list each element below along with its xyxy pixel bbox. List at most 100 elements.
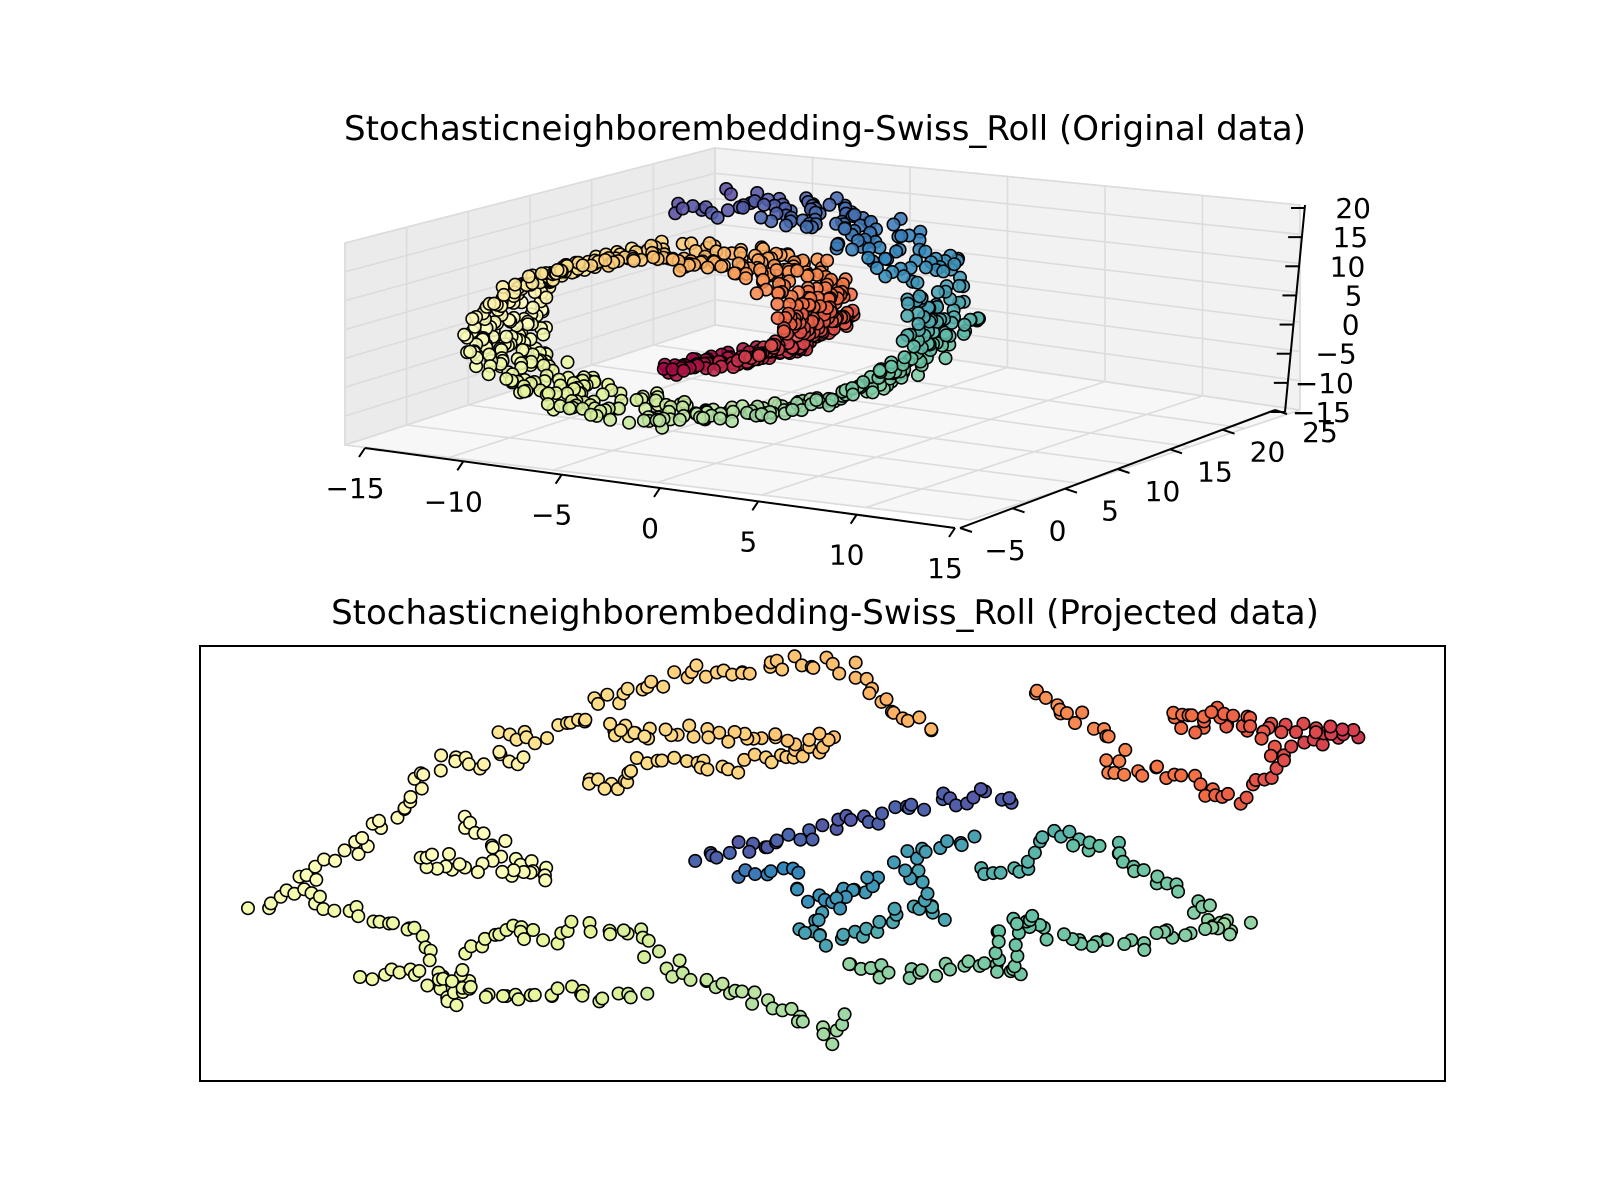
point-projected — [1243, 719, 1258, 734]
y-tick-mark — [1012, 507, 1025, 514]
point-projected — [1174, 721, 1189, 736]
point-projected — [1289, 725, 1304, 740]
point-projected — [790, 882, 805, 897]
point-projected — [1135, 768, 1150, 783]
point-projected — [1136, 863, 1151, 878]
y-tick-label: −5 — [984, 534, 1025, 567]
point-projected — [800, 894, 815, 909]
point-projected — [764, 755, 779, 770]
point-projected — [699, 972, 714, 987]
y-tick-mark — [1064, 487, 1078, 494]
point-projected — [241, 901, 256, 916]
point-original — [825, 392, 840, 407]
point-projected — [1222, 927, 1237, 942]
point-original — [763, 410, 778, 425]
point-projected — [1029, 683, 1044, 698]
point-projected — [700, 762, 715, 777]
x-tick-mark — [849, 514, 858, 525]
point-original — [770, 311, 785, 326]
point-projected — [977, 956, 992, 971]
point-projected — [1066, 838, 1081, 853]
point-original — [930, 285, 945, 300]
point-original — [896, 269, 911, 284]
point-projected — [747, 747, 762, 762]
point-projected — [769, 833, 784, 848]
y-tick-mark — [1117, 468, 1130, 474]
point-projected — [682, 718, 697, 733]
point-projected — [485, 840, 500, 855]
point-projected — [422, 953, 437, 968]
point-projected — [516, 932, 531, 947]
point-projected — [991, 934, 1006, 949]
point-projected — [815, 818, 830, 833]
point-projected — [973, 782, 988, 797]
point-projected — [1263, 748, 1278, 763]
z-tick-label: −10 — [1295, 367, 1354, 400]
point-projected — [780, 733, 795, 748]
point-original — [910, 275, 925, 290]
point-projected — [1118, 742, 1133, 757]
point-original — [865, 385, 880, 400]
point-projected — [881, 965, 896, 980]
point-original — [889, 244, 904, 259]
point-original — [735, 200, 750, 215]
point-projected — [1112, 754, 1127, 769]
point-projected — [802, 732, 817, 747]
point-projected — [491, 725, 506, 740]
point-projected — [825, 656, 840, 671]
point-original — [856, 375, 871, 390]
point-original — [769, 263, 784, 278]
grid-floor-y — [591, 364, 1191, 448]
point-original — [540, 397, 555, 412]
y-tick-mark — [959, 527, 973, 533]
point-projected — [1039, 932, 1054, 947]
point-original — [912, 289, 927, 304]
point-projected — [385, 916, 400, 931]
point-projected — [1239, 790, 1254, 805]
point-projected — [904, 797, 919, 812]
point-projected — [731, 835, 746, 850]
point-projected — [1204, 705, 1219, 720]
point-projected — [917, 802, 932, 817]
point-projected — [478, 989, 493, 1004]
point-projected — [812, 726, 827, 741]
y-tick-mark — [1222, 428, 1235, 435]
point-projected — [1002, 791, 1017, 806]
z-tick-label: 20 — [1335, 192, 1371, 225]
point-original — [499, 329, 514, 344]
z-tick-label: −15 — [1292, 396, 1351, 429]
point-projected — [463, 979, 478, 994]
point-original — [809, 392, 824, 407]
point-projected — [1178, 928, 1193, 943]
point-original — [820, 253, 835, 268]
point-original — [918, 244, 933, 259]
point-projected — [309, 872, 324, 887]
z-axis-line — [1284, 204, 1306, 413]
point-projected — [1101, 729, 1116, 744]
grid-floor-y — [406, 424, 1026, 503]
plot-original-3d: Stochasticneighborembedding-Swiss_Roll (… — [325, 109, 1371, 585]
point-projected — [403, 789, 418, 804]
point-projected — [434, 748, 449, 763]
point-projected — [900, 844, 915, 859]
point-projected — [887, 901, 902, 916]
point-projected — [837, 1007, 852, 1022]
point-projected — [806, 660, 821, 675]
point-original — [583, 407, 598, 422]
point-projected — [416, 767, 431, 782]
title-projected: Stochasticneighborembedding-Swiss_Roll (… — [331, 593, 1319, 633]
point-original — [629, 392, 644, 407]
point-projected — [583, 924, 598, 939]
z-tick-label: −5 — [1315, 338, 1356, 371]
point-projected — [337, 843, 352, 858]
point-original — [508, 277, 523, 292]
point-projected — [449, 998, 464, 1013]
point-original — [465, 311, 480, 326]
point-original — [936, 264, 951, 279]
point-original — [778, 218, 793, 233]
point-projected — [942, 962, 957, 977]
point-projected — [597, 781, 612, 796]
point-projected — [538, 873, 553, 888]
y-tick-label: 10 — [1145, 475, 1181, 508]
